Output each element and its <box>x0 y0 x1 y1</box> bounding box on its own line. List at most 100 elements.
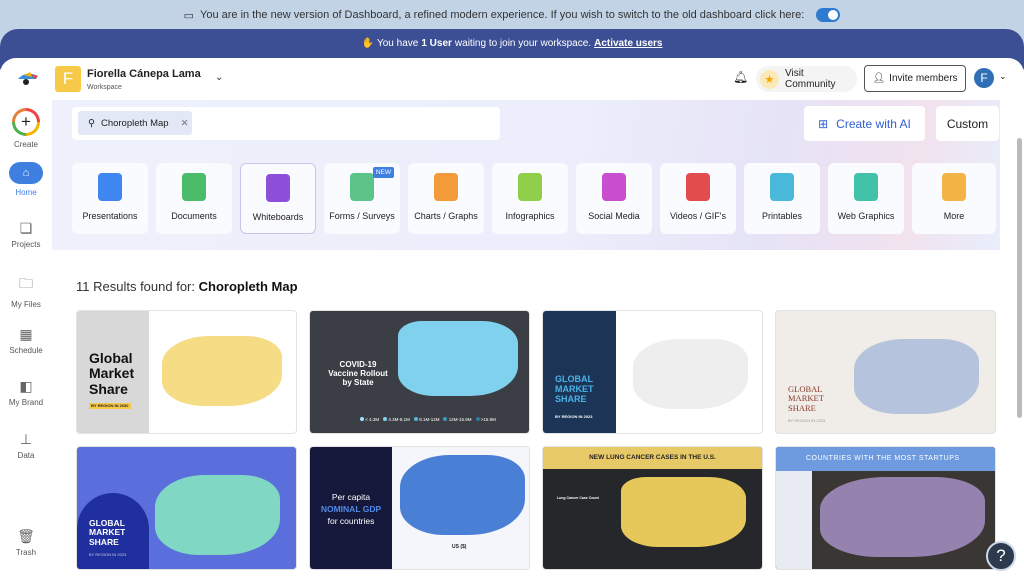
scrollbar[interactable] <box>1017 138 1022 418</box>
category-icon <box>686 173 710 201</box>
template-title: NEW LUNG CANCER CASES IN THE U.S. <box>589 454 716 461</box>
sidebar-label: Home <box>15 188 37 197</box>
sidebar: + Create ⌂ Home ❏ Projects 🗀 My Files ▦ Sched… <box>0 100 52 579</box>
data-icon: ⊥ <box>19 431 33 447</box>
top-header: F Fiorella Cánepa Lama Workspace ⌄ 🔔︎ ★ V… <box>0 58 1024 100</box>
legend-item: >15.9M <box>475 417 496 422</box>
category-label: Web Graphics <box>837 211 895 221</box>
sidebar-item-trash[interactable]: 🗑︎ Trash <box>0 528 52 557</box>
category-social-media[interactable]: Social Media <box>576 163 652 234</box>
old-dashboard-toggle[interactable] <box>816 8 841 22</box>
sidebar-item-my-files[interactable]: 🗀 My Files <box>0 273 52 309</box>
category-presentations[interactable]: Presentations <box>72 163 148 234</box>
template-subtitle: BY REGION IN 2030 <box>89 403 131 410</box>
sidebar-label: My Files <box>11 300 41 309</box>
sidebar-item-schedule[interactable]: ▦ Schedule <box>0 326 52 355</box>
template-subtitle: BY REGION IN 2023 <box>788 418 826 423</box>
sidebar-label: Data <box>17 451 35 460</box>
legend-label: 4.3M-8.1M <box>388 417 410 422</box>
legend-item: 4.3M-8.1M <box>383 417 410 422</box>
category-label: Forms / Surveys <box>329 211 395 221</box>
create-with-ai-button[interactable]: ⊞ Create with AI <box>804 106 925 141</box>
chevron-down-icon[interactable]: ⌄ <box>215 72 224 83</box>
notice-suffix: waiting to join your workspace. <box>454 38 592 49</box>
legend-item: 8.1M-12M <box>413 417 439 422</box>
activate-users-link[interactable]: Activate users <box>594 38 663 49</box>
sidebar-label: Trash <box>15 548 37 557</box>
template-title: COUNTRIES WITH THE MOST STARTUPS <box>806 455 960 462</box>
category-icon <box>602 173 626 201</box>
template-card[interactable]: GLOBAL MARKET SHARE BY REGION IN 2023 <box>76 446 297 570</box>
category-infographics[interactable]: Infographics <box>492 163 568 234</box>
template-card[interactable]: COUNTRIES WITH THE MOST STARTUPS <box>775 446 996 570</box>
plus-icon: + <box>12 108 40 136</box>
category-whiteboards[interactable]: Whiteboards <box>240 163 316 234</box>
category-icon <box>350 173 374 201</box>
sidebar-item-home[interactable]: ⌂ Home <box>0 162 52 197</box>
category-more[interactable]: More <box>912 163 996 234</box>
avatar[interactable]: F <box>974 68 994 88</box>
search-input[interactable]: ⚲ Choropleth Map ✕ <box>72 107 500 140</box>
help-button[interactable]: ? <box>986 541 1016 571</box>
category-label: Printables <box>761 211 803 221</box>
sidebar-label: Schedule <box>9 346 43 355</box>
template-card[interactable]: NEW LUNG CANCER CASES IN THE U.S. Lung C… <box>542 446 763 570</box>
app-logo[interactable] <box>16 70 40 86</box>
hand-icon: ✋ <box>361 38 374 49</box>
legend-label: 12M-15.9M <box>448 417 472 422</box>
sidebar-item-projects[interactable]: ❏ Projects <box>0 220 52 249</box>
create-with-ai-label: Create with AI <box>836 116 911 131</box>
legend-item: 12M-15.9M <box>443 417 472 422</box>
sidebar-item-create[interactable]: + Create <box>0 108 52 149</box>
app-window: F Fiorella Cánepa Lama Workspace ⌄ 🔔︎ ★ V… <box>0 58 1024 579</box>
category-icon <box>434 173 458 201</box>
notice-count: 1 User <box>421 38 452 49</box>
category-icon <box>518 173 542 201</box>
bell-icon[interactable]: 🔔︎ <box>733 70 749 84</box>
custom-button[interactable]: Custom <box>936 106 999 141</box>
chevron-down-icon[interactable]: ⌄ <box>999 71 1007 81</box>
template-card[interactable]: Global Market Share BY REGION IN 2030 <box>76 310 297 434</box>
category-printables[interactable]: Printables <box>744 163 820 234</box>
projects-icon: ❏ <box>19 220 33 236</box>
category-icon <box>182 173 206 201</box>
workspace-name[interactable]: Fiorella Cánepa Lama <box>87 68 201 80</box>
template-title: Global Market Share <box>89 350 135 397</box>
template-card[interactable]: COVID-19 Vaccine Rollout by State < 4.3M… <box>309 310 530 434</box>
close-icon[interactable]: ✕ <box>180 117 189 129</box>
template-title: GLOBAL MARKET SHARE <box>555 374 594 404</box>
category-label: Presentations <box>82 211 138 221</box>
folder-icon: 🗀 <box>19 275 33 291</box>
category-charts-graphs[interactable]: Charts / Graphs <box>408 163 484 234</box>
category-icon <box>942 173 966 201</box>
category-documents[interactable]: Documents <box>156 163 232 234</box>
workspace-badge[interactable]: F <box>55 66 81 92</box>
template-card[interactable]: GLOBAL MARKET SHARE BY REGION IN 2023 <box>542 310 763 434</box>
legend-label: >15.9M <box>480 417 496 422</box>
banner-text: You are in the new version of Dashboard,… <box>200 9 805 21</box>
category-label: Documents <box>171 211 217 221</box>
visit-community-label: Visit Community <box>784 68 836 90</box>
category-videos-gif-s[interactable]: Videos / GIF's <box>660 163 736 234</box>
category-icon <box>266 174 290 202</box>
legend-item: < 4.3M <box>360 417 379 422</box>
invite-members-button[interactable]: 👤︎ Invite members <box>864 65 966 92</box>
sidebar-item-my-brand[interactable]: ◧ My Brand <box>0 378 52 407</box>
add-user-icon: 👤︎ <box>872 73 886 84</box>
brand-icon: ◧ <box>19 378 33 394</box>
category-forms-surveys[interactable]: Forms / Surveys NEW <box>324 163 400 234</box>
category-label: Whiteboards <box>252 212 304 222</box>
results-count: 11 Results found for: <box>76 279 195 294</box>
search-chip[interactable]: ⚲ Choropleth Map ✕ <box>78 111 192 135</box>
template-card[interactable]: GLOBAL MARKET SHARE BY REGION IN 2023 <box>775 310 996 434</box>
template-subtitle: BY REGION IN 2023 <box>89 552 127 557</box>
monitor-icon: ▭ <box>183 9 195 22</box>
sidebar-label: Create <box>13 140 38 149</box>
map-legend: < 4.3M 4.3M-8.1M 8.1M-12M 12M-15.9M >15.… <box>360 417 496 422</box>
legend-title: Lung Cancer Case Count <box>557 496 599 500</box>
results-query: Choropleth Map <box>198 279 298 294</box>
template-card[interactable]: Per capita NOMINAL GDP for countries US … <box>309 446 530 570</box>
visit-community-button[interactable]: ★ Visit Community <box>756 66 857 92</box>
category-web-graphics[interactable]: Web Graphics <box>828 163 904 234</box>
sidebar-item-data[interactable]: ⊥ Data <box>0 431 52 460</box>
